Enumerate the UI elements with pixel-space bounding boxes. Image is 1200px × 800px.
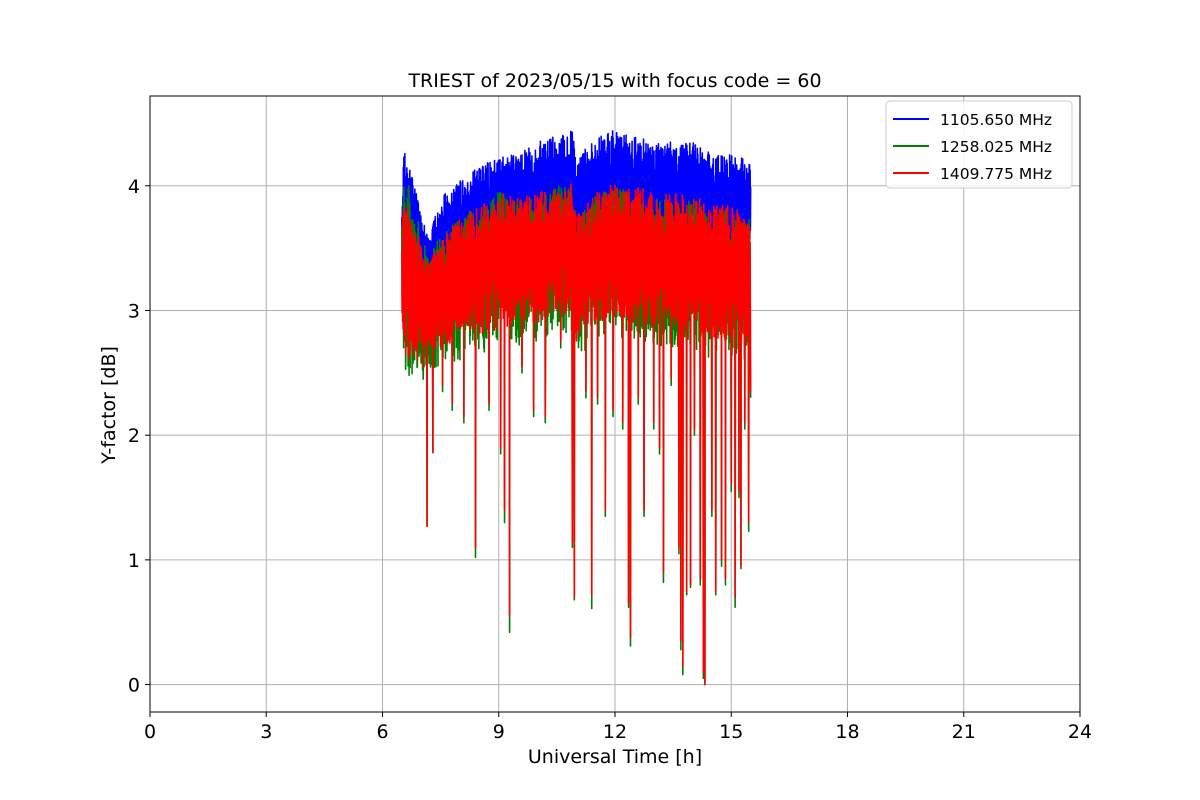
y-tick-label: 2 xyxy=(128,425,140,447)
legend-label-2: 1409.775 MHz xyxy=(940,165,1052,183)
y-tick-label: 1 xyxy=(128,550,140,572)
legend-box xyxy=(885,100,1073,189)
x-tick-label: 18 xyxy=(835,721,859,743)
legend: 1105.650 MHz 1258.025 MHz 1409.775 MHz xyxy=(885,100,1073,189)
legend-label-1: 1258.025 MHz xyxy=(940,138,1052,156)
chart-title: TRIEST of 2023/05/15 with focus code = 6… xyxy=(407,70,821,92)
x-tick-label: 12 xyxy=(603,721,627,743)
x-tick-label: 21 xyxy=(952,721,976,743)
y-tick-label: 4 xyxy=(128,176,140,198)
y-axis-label: Y-factor [dB] xyxy=(98,346,120,465)
series-line-0 xyxy=(401,130,752,276)
x-tick-label: 0 xyxy=(144,721,156,743)
x-tick-label: 6 xyxy=(376,721,388,743)
legend-label-0: 1105.650 MHz xyxy=(940,111,1052,129)
series-layer xyxy=(401,130,752,686)
y-tick-label: 0 xyxy=(128,675,140,697)
x-tick-label: 3 xyxy=(260,721,272,743)
x-axis-label: Universal Time [h] xyxy=(528,746,702,768)
series-line-2 xyxy=(401,183,752,686)
x-tick-label: 24 xyxy=(1068,721,1092,743)
y-tick-label: 3 xyxy=(128,300,140,322)
x-tick-label: 9 xyxy=(493,721,505,743)
x-tick-label: 15 xyxy=(719,721,743,743)
